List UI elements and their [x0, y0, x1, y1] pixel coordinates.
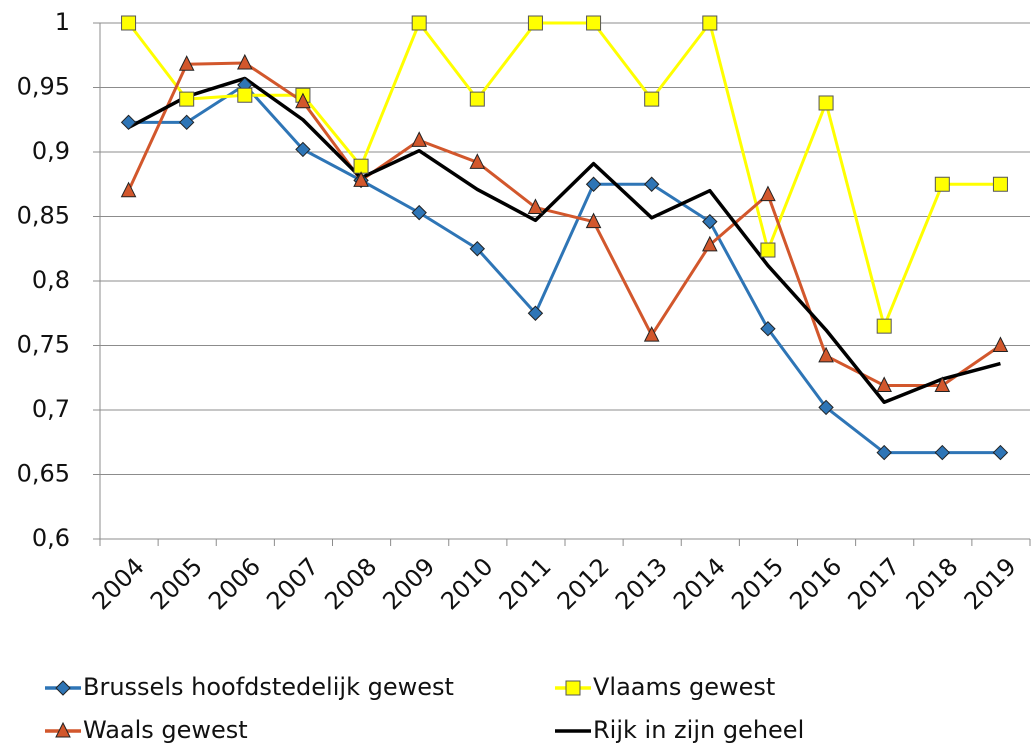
- data-point: [876, 444, 892, 461]
- data-point: [411, 15, 427, 31]
- x-tick-label: 2007: [261, 552, 324, 615]
- data-point: [934, 176, 950, 192]
- data-point: [353, 171, 369, 187]
- y-tick-label: 0,75: [17, 331, 70, 359]
- data-point: [527, 15, 543, 31]
- data-point: [643, 326, 660, 342]
- x-tick-label: 2017: [842, 552, 905, 615]
- legend-marker: [55, 680, 71, 696]
- data-point: [818, 399, 834, 416]
- x-tick-label: 2009: [377, 552, 440, 615]
- data-point: [876, 318, 892, 334]
- data-point: [353, 158, 369, 174]
- data-point: [644, 91, 660, 107]
- series-line: [127, 61, 1002, 387]
- data-point: [237, 53, 253, 70]
- y-tick-label: 0,95: [17, 73, 70, 101]
- data-point: [121, 15, 137, 31]
- data-point: [702, 235, 718, 252]
- data-point: [992, 336, 1009, 352]
- data-point: [469, 241, 486, 257]
- x-tick-label: 2011: [494, 552, 557, 615]
- data-point: [469, 153, 486, 169]
- data-point: [760, 185, 776, 202]
- data-point: [295, 141, 311, 158]
- data-point: [702, 213, 718, 230]
- data-point: [527, 305, 544, 321]
- x-tick-label: 2004: [87, 552, 150, 615]
- legend-label: Waals gewest: [83, 716, 248, 744]
- y-tick-label: 0,85: [17, 202, 70, 230]
- legend-label: Rijk in zijn geheel: [593, 716, 804, 744]
- data-point: [818, 346, 834, 363]
- y-tick-label: 0,9: [32, 137, 70, 165]
- x-tick-label: 2015: [726, 552, 789, 615]
- x-tick-label: 2005: [145, 552, 208, 615]
- data-point: [179, 91, 195, 107]
- data-point: [992, 444, 1009, 461]
- y-tick-label: 0,6: [32, 524, 70, 552]
- legend-label: Brussels hoofdstedelijk gewest: [83, 673, 454, 701]
- data-point: [760, 321, 776, 337]
- data-point: [818, 95, 834, 111]
- legend-marker: [55, 721, 71, 738]
- data-point: [178, 55, 195, 71]
- x-tick-label: 2010: [436, 552, 499, 615]
- data-point: [120, 181, 137, 198]
- data-point: [585, 176, 602, 192]
- x-tick-label: 2014: [668, 552, 731, 615]
- data-point: [876, 376, 892, 392]
- data-point: [760, 242, 776, 258]
- y-tick-label: 0,65: [17, 460, 70, 488]
- x-tick-label: 2006: [203, 552, 266, 615]
- y-tick-label: 1: [55, 8, 70, 36]
- y-tick-label: 0,7: [32, 395, 70, 423]
- series-line: [127, 76, 1001, 405]
- data-point: [120, 114, 137, 131]
- data-point: [702, 15, 718, 31]
- x-tick-label: 2012: [552, 552, 615, 615]
- data-point: [295, 92, 311, 109]
- legend-marker: [565, 680, 581, 696]
- data-point: [527, 198, 544, 214]
- data-point: [178, 114, 195, 131]
- data-point: [585, 212, 602, 229]
- x-tick-label: 2016: [784, 552, 847, 615]
- data-point: [934, 444, 951, 461]
- series-line: [127, 21, 1001, 328]
- data-point: [411, 131, 427, 147]
- data-point: [992, 176, 1008, 192]
- data-point: [586, 15, 602, 31]
- x-tick-label: 2018: [901, 552, 964, 615]
- data-point: [469, 91, 485, 107]
- data-point: [237, 87, 253, 103]
- legend-label: Vlaams gewest: [593, 673, 775, 701]
- series-line: [128, 83, 1001, 455]
- data-point: [934, 376, 951, 392]
- x-tick-label: 2008: [319, 552, 382, 615]
- y-tick-label: 0,8: [32, 266, 70, 294]
- x-tick-label: 2019: [959, 552, 1022, 615]
- data-point: [411, 204, 427, 221]
- data-point: [643, 176, 660, 192]
- x-tick-label: 2013: [610, 552, 673, 615]
